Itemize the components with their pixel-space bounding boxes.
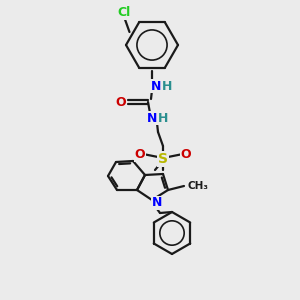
Text: S: S <box>158 152 168 166</box>
Text: N: N <box>151 80 161 92</box>
Text: N: N <box>152 196 162 209</box>
Text: CH₃: CH₃ <box>187 181 208 191</box>
Text: N: N <box>147 112 157 124</box>
Text: O: O <box>135 148 145 161</box>
Text: H: H <box>158 112 168 124</box>
Text: Cl: Cl <box>118 7 131 20</box>
Text: O: O <box>116 95 126 109</box>
Text: O: O <box>181 148 191 161</box>
Text: H: H <box>162 80 172 92</box>
